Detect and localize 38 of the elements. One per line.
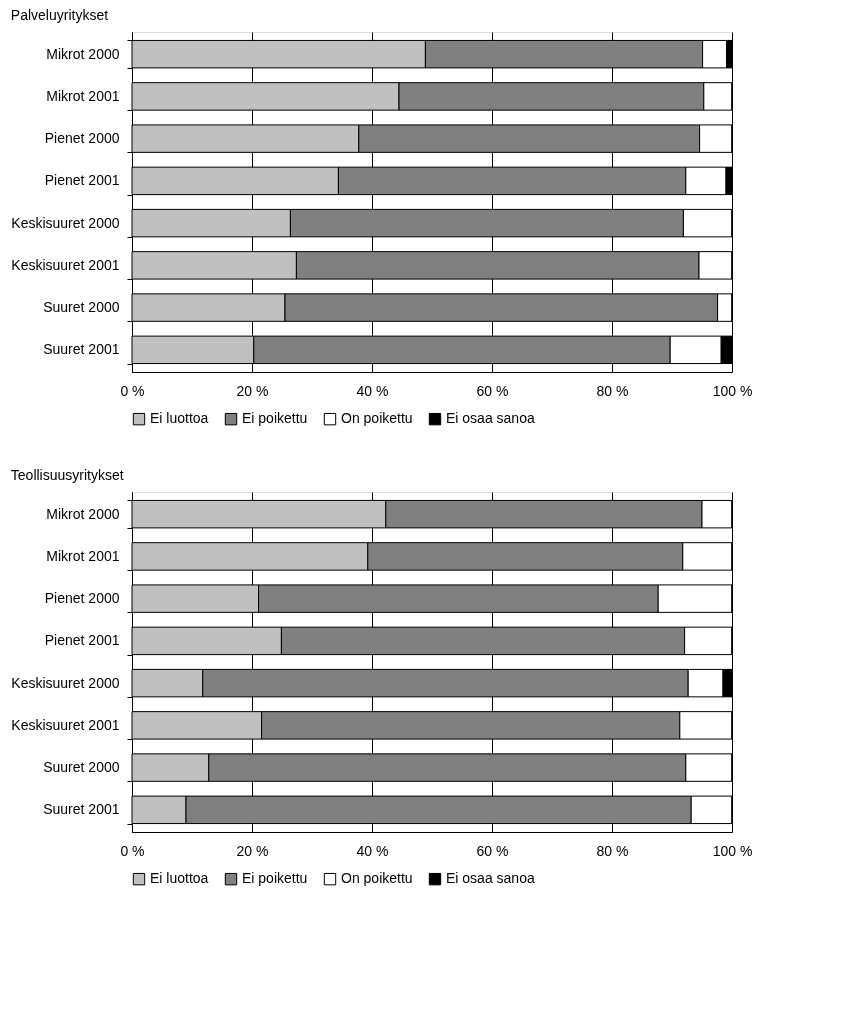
chart-title: Teollisuusyritykset — [10, 467, 124, 483]
x-tick-label: 80 % — [596, 842, 629, 859]
legend-label: Ei luottoa — [150, 870, 209, 887]
y-tick-label: Mikrot 2000 — [46, 505, 120, 522]
y-tick-label: Suuret 2000 — [43, 299, 120, 316]
legend-label: Ei poikettu — [242, 870, 308, 887]
x-tick-label: 60 % — [476, 842, 509, 859]
x-tick-label: 100 % — [712, 842, 753, 859]
y-tick-label: Suuret 2001 — [43, 801, 120, 818]
y-tick-label: Mikrot 2000 — [46, 45, 120, 62]
x-tick-label: 20 % — [236, 842, 269, 859]
y-tick-label: Pienet 2000 — [44, 130, 120, 147]
chart-title: Palveluyritykset — [10, 7, 109, 23]
x-tick-label: 20 % — [236, 382, 269, 399]
legend-label: On poikettu — [341, 410, 413, 427]
y-tick-label: Suuret 2000 — [43, 759, 120, 776]
legend-label: On poikettu — [341, 870, 413, 887]
y-tick-label: Pienet 2001 — [44, 172, 120, 189]
x-tick-label: 40 % — [356, 842, 389, 859]
y-tick-label: Pienet 2000 — [44, 590, 120, 607]
x-tick-label: 100 % — [712, 382, 753, 399]
legend-label: Ei osaa sanoa — [446, 870, 535, 887]
x-tick-label: 0 % — [120, 842, 145, 859]
y-tick-label: Keskisuuret 2001 — [11, 716, 120, 733]
y-tick-label: Mikrot 2001 — [46, 87, 120, 104]
x-tick-label: 40 % — [356, 382, 389, 399]
y-tick-label: Pienet 2001 — [44, 632, 120, 649]
x-tick-label: 60 % — [476, 382, 509, 399]
legend-label: Ei osaa sanoa — [446, 410, 535, 427]
x-tick-label: 80 % — [596, 382, 629, 399]
y-tick-label: Keskisuuret 2001 — [11, 256, 120, 273]
legend-label: Ei luottoa — [150, 410, 209, 427]
y-tick-label: Keskisuuret 2000 — [11, 214, 120, 231]
y-tick-label: Keskisuuret 2000 — [11, 674, 120, 691]
legend-label: Ei poikettu — [242, 410, 308, 427]
y-tick-label: Suuret 2001 — [43, 341, 120, 358]
x-tick-label: 0 % — [120, 382, 145, 399]
y-tick-label: Mikrot 2001 — [46, 547, 120, 564]
